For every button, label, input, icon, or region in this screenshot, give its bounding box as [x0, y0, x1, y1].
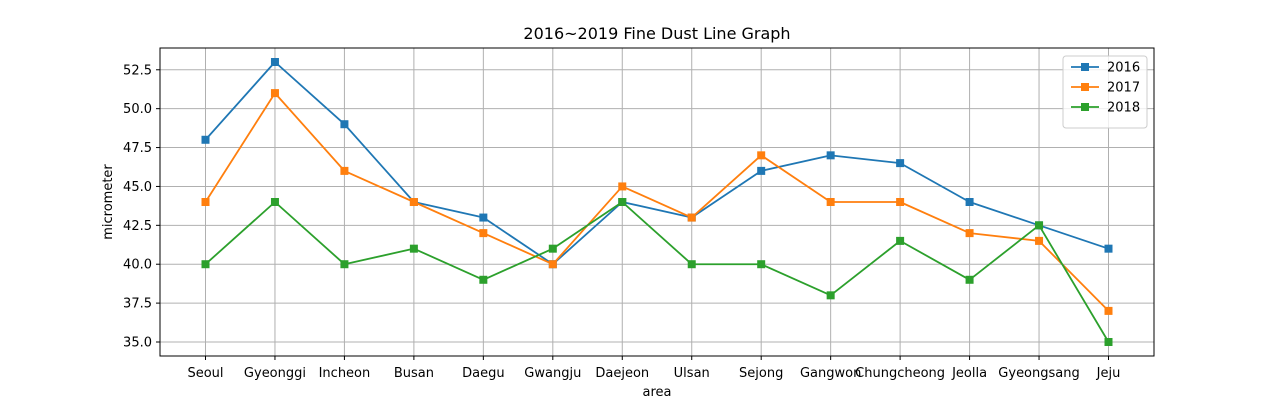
plot-frame: [159, 47, 1155, 357]
legend-item: 2018: [1071, 101, 1140, 116]
series-layer: [201, 58, 1113, 346]
y-tick-label: 45.0: [123, 180, 152, 195]
data-point: [965, 275, 974, 284]
data-point: [687, 260, 696, 269]
data-point: [826, 291, 835, 300]
x-axis-title: area: [643, 385, 672, 400]
y-tick-label: 40.0: [123, 258, 152, 273]
data-point: [201, 135, 210, 144]
legend-item: 2017: [1071, 81, 1140, 96]
data-point: [618, 198, 627, 206]
legend-label: 2016: [1107, 61, 1140, 76]
data-point: [1104, 338, 1113, 346]
series-line: [204, 201, 1110, 343]
x-tick-label: Daegu: [462, 366, 504, 381]
data-point: [757, 260, 766, 269]
data-point: [340, 120, 349, 129]
legend-marker: [1081, 63, 1089, 71]
data-point: [618, 182, 627, 191]
data-point: [479, 213, 488, 222]
x-tick-label: Jeju: [1096, 366, 1121, 381]
data-point: [409, 198, 418, 206]
x-tick-label: Seoul: [187, 366, 223, 381]
chart-title: 2016~2019 Fine Dust Line Graph: [523, 24, 790, 43]
legend-item: 2016: [1071, 61, 1140, 76]
y-tick-label: 42.5: [123, 219, 152, 234]
x-tick-label: Gyeonggi: [244, 366, 306, 381]
series-2017: [201, 89, 1113, 315]
data-point: [1035, 221, 1044, 230]
legend-marker: [1081, 103, 1089, 111]
legend: 2016 2017 2018: [1062, 55, 1148, 129]
data-point: [896, 236, 905, 245]
x-tick-label: Gangwon: [800, 366, 861, 381]
data-point: [826, 198, 835, 206]
data-point: [896, 198, 905, 206]
x-tick-label: Sejong: [739, 366, 783, 381]
data-point: [687, 213, 696, 222]
x-tick-label: Busan: [394, 366, 434, 381]
data-point: [479, 229, 488, 238]
legend-label: 2018: [1107, 101, 1140, 116]
data-point: [896, 159, 905, 168]
data-point: [965, 229, 974, 238]
data-point: [1035, 236, 1044, 245]
legend-label: 2017: [1107, 81, 1140, 96]
grid-layer: [160, 48, 1154, 356]
data-point: [479, 275, 488, 284]
x-tick-label: Daejeon: [595, 366, 649, 381]
series-2018: [201, 198, 1113, 346]
y-tick-label: 50.0: [123, 102, 152, 117]
data-point: [270, 89, 279, 98]
y-tick-label: 37.5: [123, 297, 152, 312]
data-point: [409, 244, 418, 253]
y-tick-label: 52.5: [123, 63, 152, 78]
data-point: [270, 58, 279, 66]
x-tick-label: Ulsan: [674, 366, 710, 381]
tick-layer: Seoul Gyeonggi Incheon Busan Daegu Gwangju Dae…: [123, 63, 1120, 381]
data-point: [270, 198, 279, 206]
legend-marker: [1081, 83, 1089, 91]
data-point: [340, 166, 349, 175]
data-point: [826, 151, 835, 160]
x-tick-label: Jeolla: [951, 366, 987, 381]
data-point: [201, 260, 210, 269]
data-point: [1104, 244, 1113, 253]
x-tick-label: Gyeongsang: [998, 366, 1079, 381]
data-point: [1104, 306, 1113, 315]
x-tick-label: Chungcheong: [855, 366, 945, 381]
data-point: [201, 198, 210, 206]
data-point: [965, 198, 974, 206]
data-point: [548, 244, 557, 253]
data-point: [757, 151, 766, 160]
series-line: [204, 61, 1109, 266]
data-point: [548, 260, 557, 269]
data-point: [757, 166, 766, 175]
x-tick-label: Incheon: [319, 366, 371, 381]
y-tick-label: 35.0: [123, 336, 152, 351]
data-point: [340, 260, 349, 269]
y-tick-label: 47.5: [123, 141, 152, 156]
y-axis-title: micrometer: [101, 164, 116, 240]
x-tick-label: Gwangju: [524, 366, 581, 381]
series-line: [204, 92, 1110, 312]
